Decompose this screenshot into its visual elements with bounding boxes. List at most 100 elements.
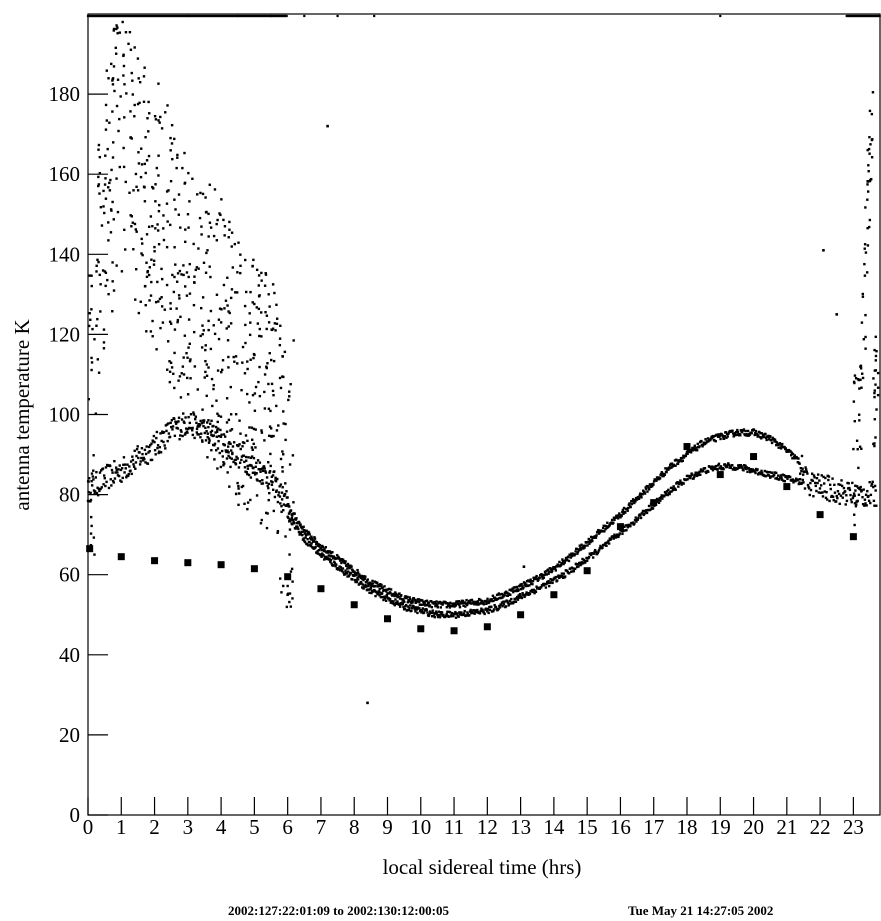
data-point — [343, 561, 347, 565]
data-point — [611, 535, 615, 538]
data-point — [175, 307, 178, 310]
data-point — [755, 432, 759, 436]
data-point — [116, 26, 119, 29]
large-data-point — [849, 533, 857, 541]
data-point — [250, 438, 254, 441]
data-point — [436, 613, 439, 617]
data-point — [279, 483, 283, 486]
data-point — [217, 414, 220, 417]
timestamp-annotation: Tue May 21 14:27:05 2002 — [628, 903, 773, 918]
data-point — [166, 340, 170, 343]
data-point — [873, 369, 877, 372]
data-point — [751, 468, 755, 471]
data-point — [240, 485, 244, 489]
data-point — [138, 463, 142, 466]
data-point — [98, 273, 101, 277]
data-point — [143, 66, 146, 69]
data-point — [213, 458, 216, 461]
data-point — [792, 481, 795, 484]
data-point — [353, 578, 357, 582]
data-point — [626, 509, 629, 512]
data-point — [177, 416, 181, 419]
data-point — [430, 611, 433, 615]
data-point — [136, 102, 140, 106]
data-point — [210, 377, 214, 381]
data-point — [864, 493, 868, 497]
data-point — [414, 606, 418, 609]
data-point — [229, 465, 232, 469]
data-point — [165, 283, 169, 287]
data-point — [865, 271, 869, 274]
data-point — [798, 481, 801, 484]
data-point — [132, 189, 135, 192]
data-point — [651, 484, 654, 488]
data-point — [317, 552, 320, 555]
data-point — [97, 183, 101, 186]
data-point — [284, 535, 287, 538]
data-point — [772, 473, 776, 477]
data-point — [135, 454, 138, 458]
data-point — [251, 393, 255, 397]
data-point — [341, 569, 344, 573]
data-point — [185, 294, 189, 297]
data-point — [199, 436, 202, 439]
data-point — [420, 609, 424, 612]
data-point — [571, 567, 575, 570]
data-point — [433, 600, 437, 604]
data-point — [221, 368, 224, 372]
data-point — [770, 441, 774, 445]
data-point — [695, 446, 698, 449]
data-point — [866, 183, 869, 186]
data-point — [330, 555, 333, 558]
data-point — [324, 557, 327, 560]
data-point — [603, 530, 606, 533]
x-tick-label: 9 — [382, 815, 393, 839]
data-point — [426, 604, 429, 607]
data-point — [470, 611, 473, 615]
data-point — [272, 393, 275, 397]
data-point — [183, 334, 187, 337]
data-point — [813, 481, 817, 485]
data-point — [528, 592, 532, 596]
data-point — [327, 554, 330, 557]
data-point — [258, 480, 262, 483]
data-point — [355, 580, 359, 584]
data-point — [237, 241, 240, 244]
data-point — [562, 576, 565, 580]
data-point — [96, 317, 99, 321]
data-point — [333, 560, 336, 564]
data-point — [278, 485, 281, 488]
data-point — [182, 356, 185, 359]
data-point — [700, 439, 703, 443]
data-point — [875, 504, 878, 507]
data-point — [575, 547, 578, 551]
data-point — [229, 449, 233, 452]
data-point — [530, 590, 533, 593]
data-point — [441, 603, 444, 606]
data-point — [753, 470, 757, 473]
data-point — [248, 333, 252, 337]
data-point — [800, 454, 804, 458]
data-point — [251, 301, 254, 304]
large-data-point — [450, 627, 458, 635]
data-point — [111, 261, 114, 264]
data-point — [864, 502, 867, 505]
data-point — [389, 591, 392, 595]
data-point — [764, 432, 767, 436]
data-point — [132, 248, 135, 251]
data-point — [361, 576, 365, 579]
data-point — [731, 432, 735, 435]
data-point — [196, 433, 199, 436]
data-point — [149, 443, 152, 447]
data-point — [701, 443, 705, 446]
data-point — [843, 490, 847, 493]
data-point — [454, 604, 457, 607]
data-point — [87, 397, 91, 401]
data-point — [515, 589, 518, 593]
data-point — [873, 484, 877, 488]
data-point — [202, 261, 206, 264]
data-point — [213, 442, 217, 446]
data-point — [227, 236, 230, 239]
data-point — [326, 551, 329, 554]
data-point — [867, 147, 871, 151]
